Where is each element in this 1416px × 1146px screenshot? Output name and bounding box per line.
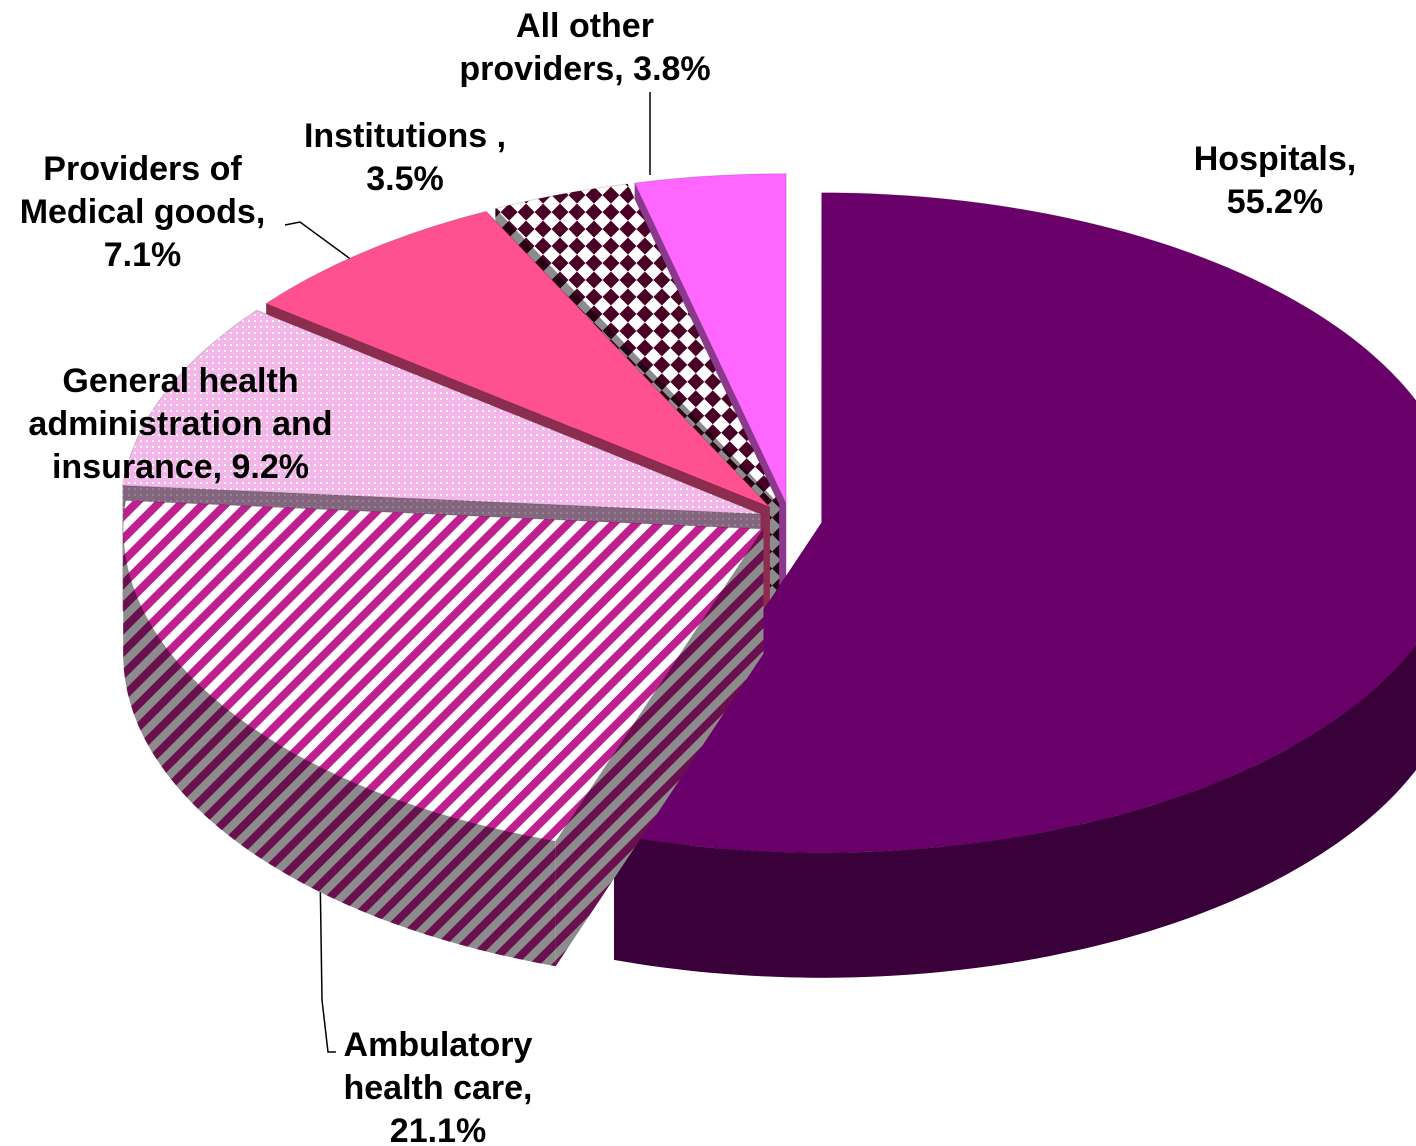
label-category: Hospitals, (1193, 140, 1357, 178)
data-label: General health administration and insura… (8, 360, 353, 489)
data-label: Providers of Medical goods, 7.1% (0, 148, 285, 277)
leader-line (319, 867, 336, 1053)
label-value: 7.1% (103, 236, 182, 274)
data-label: All other providers, 3.8% (440, 5, 730, 91)
label-value: 3.5% (366, 160, 444, 198)
slice-side-shade (614, 645, 1416, 978)
label-value: 21.1% (389, 1112, 487, 1146)
data-label: Hospitals, 55.2% (1175, 138, 1375, 224)
label-value: 3.8% (633, 50, 711, 88)
slice-group (613, 192, 1416, 978)
slice-side (614, 645, 1416, 978)
slice-side (123, 529, 556, 967)
slice (633, 173, 787, 504)
label-category: Institutions , (303, 117, 507, 155)
label-category: General health administration and insura… (28, 362, 333, 486)
leader-line (284, 221, 361, 267)
label-value: 9.2% (231, 448, 310, 486)
slice (265, 210, 771, 508)
slice (494, 183, 780, 505)
data-label: Institutions , 3.5% (285, 115, 525, 201)
label-category: All other providers, (459, 7, 654, 88)
slice (122, 499, 765, 842)
slice (121, 309, 761, 515)
label-category: Providers of Medical goods, (19, 150, 266, 231)
label-category: Ambulatory health care, (343, 1026, 533, 1107)
slice-group (122, 499, 765, 967)
slice-side-shade (123, 529, 556, 967)
slice (613, 192, 1416, 854)
label-value: 55.2% (1226, 183, 1324, 221)
data-label: Ambulatory health care, 21.1% (328, 1024, 548, 1146)
